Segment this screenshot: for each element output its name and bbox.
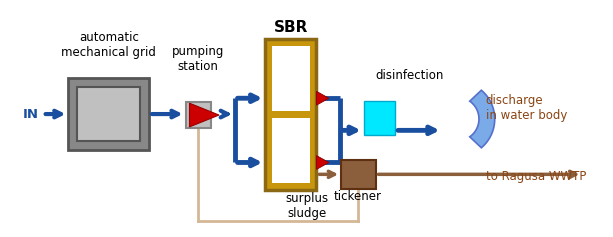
Text: discharge
in water body: discharge in water body	[486, 94, 567, 122]
Bar	[68, 78, 149, 150]
Text: tickener: tickener	[334, 190, 382, 203]
Bar	[186, 102, 211, 128]
Polygon shape	[189, 103, 219, 127]
Bar	[272, 46, 310, 111]
Polygon shape	[316, 91, 329, 105]
Polygon shape	[316, 155, 329, 169]
Polygon shape	[470, 90, 495, 148]
Bar	[77, 87, 140, 141]
Bar	[272, 118, 310, 183]
Text: IN: IN	[23, 108, 39, 121]
Text: SBR: SBR	[273, 20, 308, 35]
Text: pumping
station: pumping station	[172, 45, 224, 73]
Bar	[341, 160, 376, 189]
Text: automatic
mechanical grid: automatic mechanical grid	[61, 31, 156, 59]
Text: disinfection: disinfection	[376, 69, 444, 82]
Text: surplus
sludge: surplus sludge	[285, 192, 328, 220]
Bar	[364, 101, 395, 135]
Text: to Ragusa WWTP: to Ragusa WWTP	[486, 170, 586, 183]
Bar	[265, 39, 316, 190]
